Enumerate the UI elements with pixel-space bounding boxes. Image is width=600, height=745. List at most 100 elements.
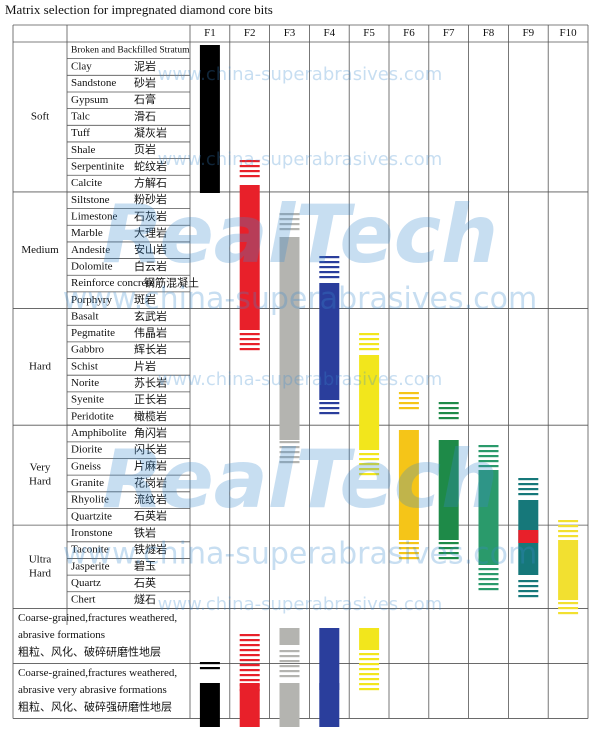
bar-stripe: [438, 542, 459, 545]
rock-name: Shale: [71, 144, 96, 156]
rock-name: Gabbro: [71, 344, 104, 356]
bar-stripe: [359, 678, 380, 681]
watermark-url: www.china-superabrasives.com: [158, 594, 443, 615]
bar: [319, 683, 340, 727]
bar-stripe: [319, 276, 340, 279]
bar-stripe: [279, 665, 300, 668]
bar-stripe: [478, 455, 499, 458]
bar-stripe: [359, 458, 380, 461]
rock-name: Basalt: [71, 310, 99, 322]
bar-stripe: [518, 590, 539, 593]
bar-stripe: [239, 343, 260, 346]
bar-stripe: [438, 407, 459, 410]
footer-text: 粗粒、风化、破碎研磨性地层: [18, 644, 161, 658]
bar: [279, 628, 300, 645]
rock-name-cn: 泥岩: [134, 59, 156, 73]
bar-stripe: [478, 578, 499, 581]
bar-stripe: [319, 266, 340, 269]
bar-stripe: [398, 402, 419, 405]
bar: [199, 683, 220, 727]
rock-name: Chert: [71, 594, 95, 606]
rock-name: Jasperite: [71, 560, 110, 572]
footer-text: abrasive very abrasive formations: [18, 684, 167, 696]
bar-stripe: [359, 453, 380, 456]
bar-stripe: [359, 668, 380, 671]
bar-stripe: [199, 662, 220, 665]
bar-stripe: [239, 175, 260, 178]
rock-name-cn: 闪长岩: [134, 442, 167, 456]
rock-name: Quartzite: [71, 510, 112, 522]
column-header: F4: [323, 27, 335, 39]
bar-stripe: [359, 463, 380, 466]
bar-stripe: [239, 649, 260, 652]
column-header: F8: [483, 27, 495, 39]
rock-name: Talc: [71, 111, 90, 123]
bar-stripe: [398, 392, 419, 395]
rock-name-cn: 大理岩: [134, 225, 167, 239]
bar: [239, 185, 260, 330]
bar: [319, 283, 340, 400]
bar-stripe: [438, 552, 459, 555]
watermark-url: www.china-superabrasives.com: [63, 537, 538, 572]
column-header: F5: [363, 27, 375, 39]
rock-name: Taconite: [71, 544, 109, 556]
rock-name: Broken and Backfilled Stratum: [71, 45, 190, 56]
bar-stripe: [438, 547, 459, 550]
bar-stripe: [319, 402, 340, 405]
bar-stripe: [478, 445, 499, 448]
bar-stripe: [279, 650, 300, 653]
bar-stripe: [359, 338, 380, 341]
watermark-url: www.china-superabrasives.com: [158, 64, 443, 85]
bar-stripe: [279, 441, 300, 444]
bar-stripe: [319, 412, 340, 415]
rock-name-cn: 辉长岩: [134, 342, 167, 356]
bar-stripe: [558, 612, 579, 615]
bar-stripe: [279, 670, 300, 673]
bar-stripe: [558, 607, 579, 610]
column-header: F10: [560, 27, 578, 39]
rock-name: Schist: [71, 360, 98, 372]
rock-name-cn: 花岗岩: [134, 475, 167, 489]
rock-name-cn: 铁燧岩: [134, 542, 167, 556]
bar-stripe: [239, 659, 260, 662]
rock-name: Limestone: [71, 210, 118, 222]
bar-stripe: [558, 602, 579, 605]
bar-stripe: [359, 473, 380, 476]
bar-stripe: [359, 673, 380, 676]
bar-stripe: [239, 669, 260, 672]
bar-stripe: [359, 468, 380, 471]
bar-stripe: [199, 667, 220, 670]
bar: [398, 430, 419, 540]
rock-name: Dolomite: [71, 260, 113, 272]
rock-name: Quartz: [71, 577, 101, 589]
bar-stripe: [359, 658, 380, 661]
bar-stripe: [319, 271, 340, 274]
rock-name: Syenite: [71, 394, 104, 406]
column-header: F9: [522, 27, 534, 39]
bar-stripe: [558, 530, 579, 533]
rock-name-cn: 玄武岩: [134, 309, 167, 323]
rock-name-cn: 凝灰岩: [134, 126, 167, 140]
bar: [279, 237, 300, 440]
bar-stripe: [359, 653, 380, 656]
bar-stripe: [478, 450, 499, 453]
rock-name-cn: 蛇纹岩: [134, 159, 167, 173]
rock-name: Peridotite: [71, 410, 114, 422]
rock-name: Amphibolite: [71, 427, 127, 439]
bar-stripe: [518, 478, 539, 481]
bar-stripe: [478, 568, 499, 571]
bar-stripe: [398, 552, 419, 555]
rock-name-cn: 粉砂岩: [134, 192, 167, 206]
bar-stripe: [279, 213, 300, 216]
footer-text: abrasive formations: [18, 629, 105, 641]
bar-stripe: [319, 407, 340, 410]
column-header: F3: [284, 27, 296, 39]
rock-name-cn: 钢筋混凝土: [144, 275, 199, 289]
rock-name: Norite: [71, 377, 99, 389]
bar-stripe: [239, 348, 260, 351]
rock-name: Sandstone: [71, 77, 116, 89]
bar-stripe: [359, 688, 380, 691]
bar: [438, 440, 459, 540]
bar-stripe: [398, 542, 419, 545]
